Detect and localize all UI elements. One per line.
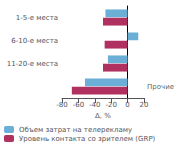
svg-text:20: 20: [140, 101, 149, 109]
svg-text:0: 0: [125, 101, 129, 109]
svg-text:Объем затрат на телерекламу: Объем затрат на телерекламу: [19, 126, 132, 134]
svg-text:-20: -20: [105, 101, 116, 109]
svg-text:-40: -40: [89, 101, 100, 109]
svg-text:Прочие: Прочие: [147, 83, 174, 91]
svg-text:6-10-е места: 6-10-е места: [11, 37, 58, 45]
svg-text:-60: -60: [73, 101, 84, 109]
svg-text:Уровень контакта со зрителем (: Уровень контакта со зрителем (GRP): [19, 135, 156, 143]
svg-text:1-5-е места: 1-5-е места: [16, 14, 58, 22]
svg-text:Δ, %: Δ, %: [95, 112, 111, 120]
svg-text:-80: -80: [56, 101, 67, 109]
svg-text:11-20-е места: 11-20-е места: [7, 60, 58, 68]
